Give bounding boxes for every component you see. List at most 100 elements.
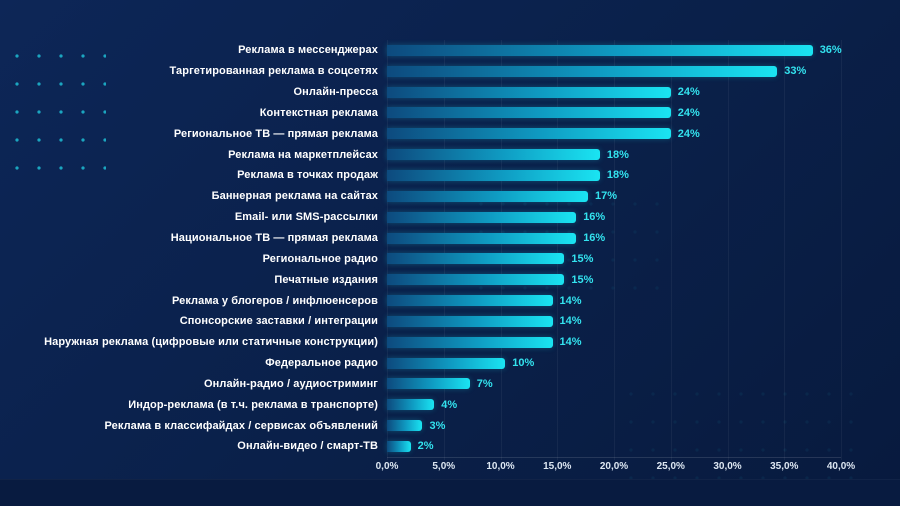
bar	[387, 399, 435, 411]
chart-row: Онлайн-видео / смарт-ТВ 2%	[0, 436, 860, 457]
chart-row: Печатные издания 15%	[0, 269, 860, 290]
x-tick-label: 5,0%	[432, 461, 456, 472]
bar-track: 18%	[387, 144, 860, 165]
category-label: Таргетированная реклама в соцсетях	[169, 65, 378, 78]
chart-row: Онлайн-радио / аудиостриминг 7%	[0, 374, 860, 395]
bar-track: 3%	[387, 415, 860, 436]
x-tick-label: 25,0%	[656, 461, 685, 472]
bar-track: 36%	[387, 40, 860, 61]
category-label: Контекстная реклама	[259, 106, 378, 119]
value-label: 14%	[559, 294, 582, 307]
value-label: 3%	[429, 419, 446, 432]
bar	[387, 232, 577, 244]
bar-track: 15%	[387, 248, 860, 269]
category-label: Реклама в точках продаж	[237, 169, 378, 182]
chart-row: Онлайн-пресса 24%	[0, 82, 860, 103]
category-label: Онлайн-пресса	[293, 86, 378, 99]
bar	[387, 378, 470, 390]
bar-track: 14%	[387, 311, 860, 332]
chart-row: Спонсорские заставки / интеграции 14%	[0, 311, 860, 332]
value-label: 24%	[677, 86, 700, 99]
x-axis-line	[387, 457, 841, 458]
value-label: 24%	[677, 127, 700, 140]
bar	[387, 315, 553, 327]
bar-track: 24%	[387, 82, 860, 103]
category-label: Федеральное радио	[265, 357, 378, 370]
bar-track: 10%	[387, 353, 860, 374]
chart-row: Национальное ТВ — прямая реклама 16%	[0, 228, 860, 249]
x-tick-label: 40,0%	[826, 461, 856, 472]
bar-track: 17%	[387, 186, 860, 207]
bar	[387, 86, 671, 98]
chart-row: Реклама на маркетплейсах 18%	[0, 144, 860, 165]
chart-row: Реклама у блогеров / инфлюенсеров 14%	[0, 290, 860, 311]
value-label: 18%	[606, 148, 629, 161]
chart-row: Реклама в мессенджерах 36%	[0, 40, 860, 61]
value-label: 36%	[819, 44, 842, 57]
category-label: Печатные издания	[274, 273, 378, 286]
value-label: 2%	[417, 440, 434, 453]
chart-row: Баннерная реклама на сайтах 17%	[0, 186, 860, 207]
category-label: Региональное радио	[262, 252, 378, 265]
bar	[387, 420, 423, 432]
x-tick-label: 10,0%	[486, 461, 515, 472]
bar	[387, 149, 600, 161]
bar-track: 2%	[387, 436, 860, 457]
value-label: 14%	[559, 336, 582, 349]
chart-row: Реклама в классифайдах / сервисах объявл…	[0, 415, 860, 436]
bar	[387, 107, 671, 119]
bar-track: 7%	[387, 374, 860, 395]
value-label: 16%	[583, 232, 606, 245]
category-label: Индор-реклама (в т.ч. реклама в транспор…	[128, 398, 378, 411]
value-label: 15%	[571, 273, 594, 286]
bar	[387, 190, 589, 202]
category-label: Онлайн-радио / аудиостриминг	[203, 377, 378, 390]
x-tick-label: 20,0%	[599, 461, 629, 472]
value-label: 10%	[512, 357, 535, 370]
category-label: Реклама у блогеров / инфлюенсеров	[171, 294, 378, 307]
bar-track: 14%	[387, 332, 860, 353]
chart-row: Контекстная реклама 24%	[0, 103, 860, 124]
bar	[387, 128, 671, 140]
category-label: Наружная реклама (цифровые или статичные…	[44, 336, 378, 349]
bar	[387, 357, 506, 369]
bar	[387, 274, 565, 286]
bar-track: 16%	[387, 228, 860, 249]
bar-track: 24%	[387, 123, 860, 144]
chart-row: Реклама в точках продаж 18%	[0, 165, 860, 186]
x-tick-label: 35,0%	[770, 461, 799, 472]
bar	[387, 336, 553, 348]
category-label: Баннерная реклама на сайтах	[211, 190, 378, 203]
category-label: Реклама в классифайдах / сервисах объявл…	[104, 419, 378, 432]
bar-track: 16%	[387, 207, 860, 228]
bar-track: 14%	[387, 290, 860, 311]
value-label: 24%	[677, 106, 700, 119]
value-label: 17%	[595, 190, 618, 203]
x-tick-label: 15,0%	[543, 461, 572, 472]
chart-row: Федеральное радио 10%	[0, 353, 860, 374]
chart-row: Таргетированная реклама в соцсетях 33%	[0, 61, 860, 82]
category-label: Реклама в мессенджерах	[238, 44, 378, 57]
bar	[387, 440, 411, 452]
category-label: Спонсорские заставки / интеграции	[179, 315, 378, 328]
x-tick-label: 0,0%	[375, 461, 399, 472]
value-label: 15%	[571, 252, 594, 265]
category-label: Онлайн-видео / смарт-ТВ	[237, 440, 378, 453]
bar	[387, 211, 577, 223]
value-label: 16%	[583, 211, 606, 224]
bar-track: 18%	[387, 165, 860, 186]
x-tick-label: 30,0%	[713, 461, 742, 472]
chart-row: Региональное радио 15%	[0, 248, 860, 269]
bar-track: 24%	[387, 103, 860, 124]
value-label: 14%	[559, 315, 582, 328]
value-label: 33%	[784, 65, 807, 78]
category-label: Национальное ТВ — прямая реклама	[170, 232, 378, 245]
bar-chart: Реклама в мессенджерах 36% Таргетированная…	[0, 40, 860, 457]
category-label: Email- или SMS-рассылки	[234, 211, 378, 224]
category-label: Региональное ТВ — прямая реклама	[173, 127, 378, 140]
value-label: 18%	[606, 169, 629, 182]
x-axis-tick-labels: 0,0% 5,0% 10,0% 15,0% 20,0% 25,0% 30,0% 35,0% 40…	[376, 461, 856, 477]
bottom-band-decoration	[0, 479, 900, 506]
category-label: Реклама на маркетплейсах	[228, 148, 378, 161]
chart-row: Региональное ТВ — прямая реклама 24%	[0, 123, 860, 144]
